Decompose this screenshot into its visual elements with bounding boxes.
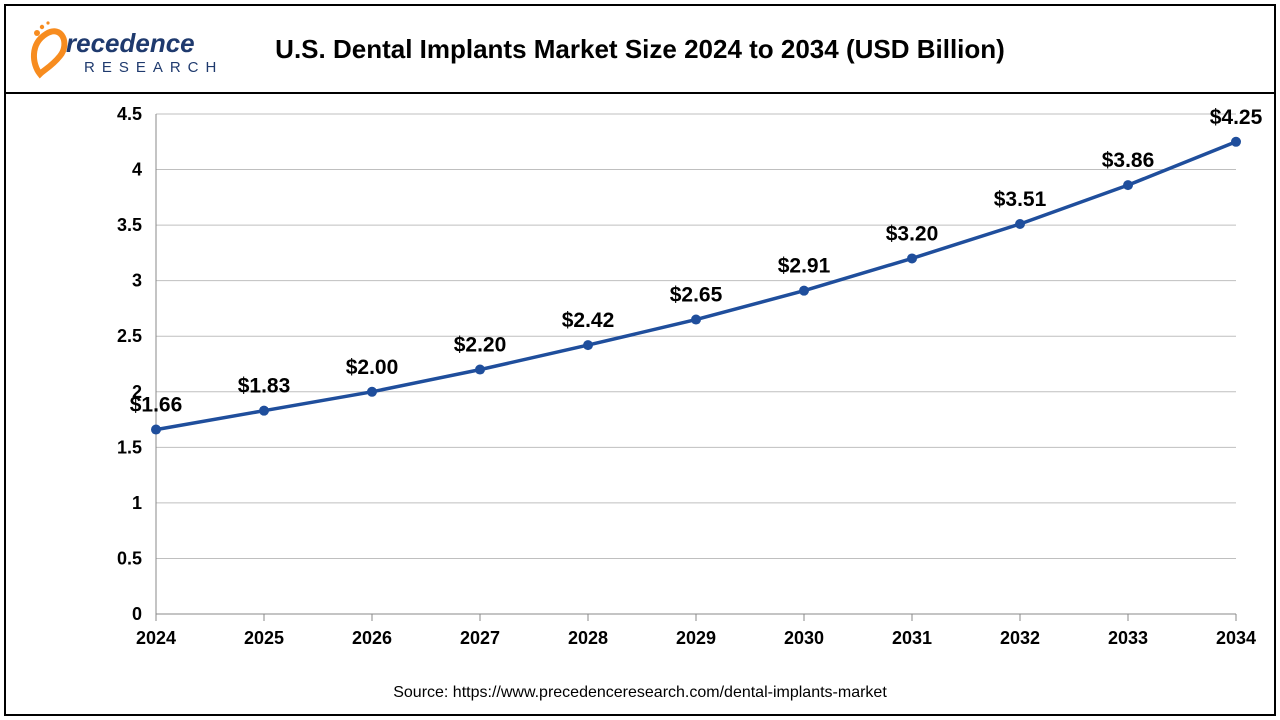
x-tick-label: 2033 (1108, 628, 1148, 648)
data-marker (475, 365, 485, 375)
data-marker (1015, 219, 1025, 229)
source-citation: Source: https://www.precedenceresearch.c… (6, 684, 1274, 702)
x-tick-label: 2025 (244, 628, 284, 648)
data-marker (799, 286, 809, 296)
data-marker (1123, 180, 1133, 190)
data-label: $2.00 (346, 356, 399, 379)
line-chart: 00.511.522.533.544.520242025202620272028… (6, 94, 1276, 690)
y-tick-label: 3 (132, 271, 142, 291)
y-tick-label: 1 (132, 493, 142, 513)
y-tick-label: 1.5 (117, 437, 142, 457)
data-label: $1.66 (130, 394, 183, 417)
x-tick-label: 2030 (784, 628, 824, 648)
x-tick-label: 2028 (568, 628, 608, 648)
data-label: $2.65 (670, 284, 723, 307)
data-label: $4.25 (1210, 106, 1263, 129)
data-label: $1.83 (238, 375, 291, 398)
x-tick-label: 2029 (676, 628, 716, 648)
chart-area: 00.511.522.533.544.520242025202620272028… (6, 94, 1274, 714)
data-marker (907, 253, 917, 263)
x-tick-label: 2034 (1216, 628, 1256, 648)
x-tick-label: 2026 (352, 628, 392, 648)
y-tick-label: 0 (132, 604, 142, 624)
header: recedence RESEARCH U.S. Dental Implants … (6, 6, 1274, 94)
data-label: $2.42 (562, 309, 615, 332)
y-tick-label: 4.5 (117, 104, 142, 124)
data-marker (367, 387, 377, 397)
chart-frame: recedence RESEARCH U.S. Dental Implants … (4, 4, 1276, 716)
data-label: $2.20 (454, 334, 507, 357)
x-tick-label: 2024 (136, 628, 176, 648)
y-tick-label: 2.5 (117, 326, 142, 346)
data-marker (583, 340, 593, 350)
x-tick-label: 2027 (460, 628, 500, 648)
data-marker (691, 315, 701, 325)
data-label: $2.91 (778, 255, 831, 278)
data-label: $3.86 (1102, 149, 1155, 172)
data-marker (259, 406, 269, 416)
data-label: $3.51 (994, 188, 1047, 211)
x-tick-label: 2032 (1000, 628, 1040, 648)
data-marker (151, 425, 161, 435)
y-tick-label: 3.5 (117, 215, 142, 235)
x-tick-label: 2031 (892, 628, 932, 648)
y-tick-label: 4 (132, 160, 142, 180)
chart-title: U.S. Dental Implants Market Size 2024 to… (6, 34, 1274, 65)
data-label: $3.20 (886, 222, 939, 245)
y-tick-label: 0.5 (117, 548, 142, 568)
data-marker (1231, 137, 1241, 147)
